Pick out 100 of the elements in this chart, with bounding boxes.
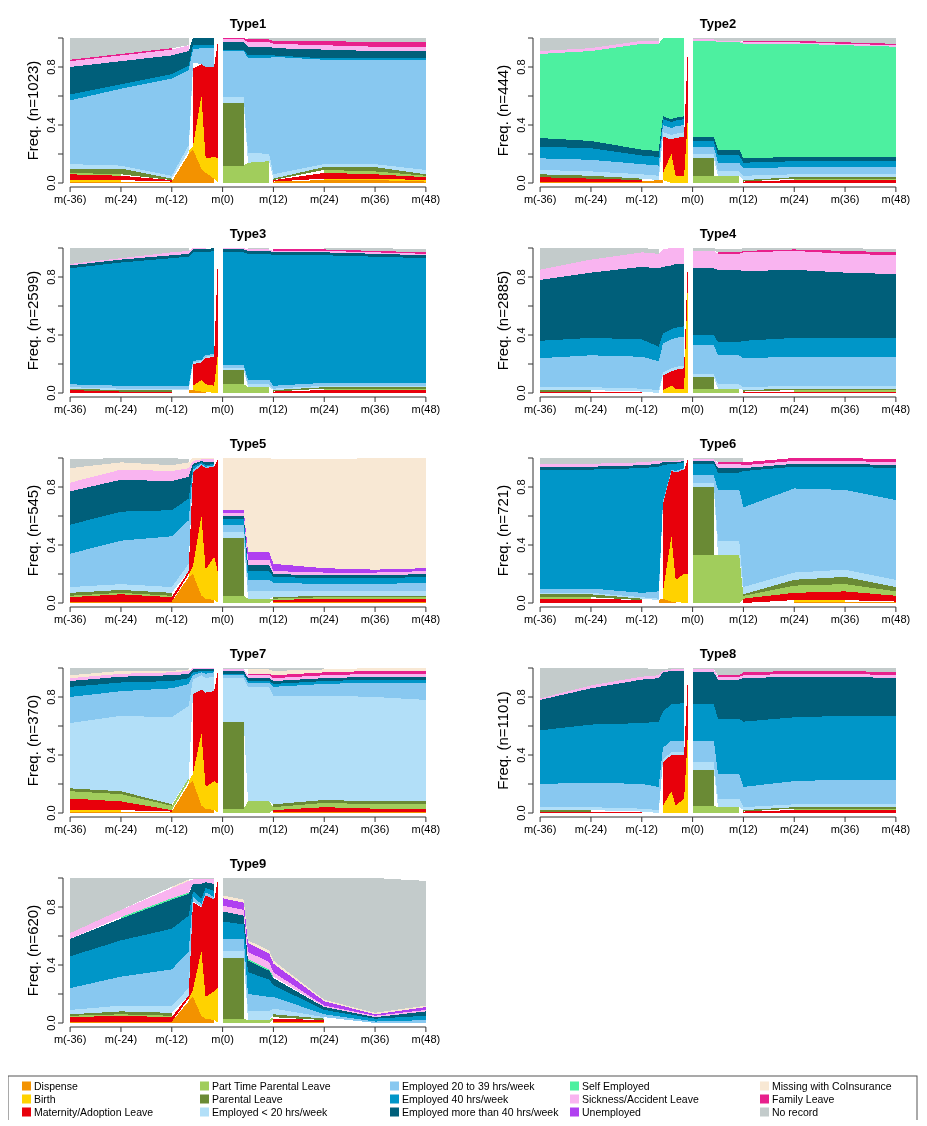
x-tick-label: m(36) (830, 823, 860, 835)
legend-label: Missing with CoInsurance (772, 1080, 892, 1092)
y-tick-label: 0.4 (515, 117, 527, 133)
x-tick-label: m(-24) (104, 1033, 138, 1045)
x-tick-label: m(12) (259, 1033, 288, 1045)
x-tick-label: m(12) (729, 403, 758, 415)
y-axis-title: Freq. (n=370) (24, 694, 41, 787)
x-tick-label: m(0) (211, 403, 234, 415)
y-axis-title: Freq. (n=545) (24, 484, 41, 577)
x-tick-label: m(12) (259, 403, 288, 415)
legend-label: Part Time Parental Leave (212, 1080, 331, 1092)
x-tick-label: m(36) (360, 1033, 390, 1045)
y-tick-label: 0.0 (515, 595, 527, 611)
chart-title: Type7 (229, 646, 267, 661)
x-tick-label: m(0) (681, 823, 704, 835)
x-tick-label: m(-36) (523, 613, 557, 625)
chart-title: Type4 (699, 226, 738, 241)
y-tick-label: 0.8 (45, 689, 57, 705)
x-tick-label: m(24) (779, 193, 809, 205)
y-tick-label: 0.0 (45, 385, 57, 401)
x-tick-label: m(-24) (574, 403, 608, 415)
x-tick-label: m(48) (411, 613, 441, 625)
x-tick-label: m(12) (729, 613, 758, 625)
x-tick-label: m(24) (309, 193, 339, 205)
x-tick-label: m(-12) (155, 1033, 188, 1045)
x-tick-label: m(-12) (625, 193, 658, 205)
x-tick-label: m(-36) (53, 1033, 87, 1045)
x-tick-label: m(-36) (53, 193, 87, 205)
legend-label: Self Employed (582, 1080, 650, 1092)
x-tick-label: m(48) (411, 193, 441, 205)
x-tick-label: m(24) (309, 403, 339, 415)
x-tick-label: m(-12) (625, 403, 658, 415)
chart-title: Type3 (229, 226, 267, 241)
x-tick-label: m(0) (211, 1033, 234, 1045)
y-tick-label: 0.8 (515, 269, 527, 285)
legend-label: Sickness/Accident Leave (582, 1093, 699, 1105)
x-tick-label: m(-12) (625, 613, 658, 625)
y-tick-label: 0.4 (515, 537, 527, 553)
x-tick-label: m(-24) (574, 193, 608, 205)
legend-label: Employed < 20 hrs/week (212, 1106, 329, 1118)
x-tick-label: m(24) (779, 823, 809, 835)
x-tick-label: m(24) (309, 613, 339, 625)
y-tick-label: 0.8 (45, 59, 57, 75)
y-tick-label: 0.4 (45, 327, 57, 343)
y-axis-title: Freq. (n=444) (494, 64, 511, 157)
chart-title: Type2 (699, 16, 737, 31)
x-tick-label: m(36) (830, 193, 860, 205)
chart-title: Type5 (229, 436, 267, 451)
x-tick-label: m(-36) (53, 403, 87, 415)
y-tick-label: 0.4 (45, 957, 57, 973)
x-tick-label: m(0) (211, 613, 234, 625)
y-axis-title: Freq. (n=2885) (494, 270, 511, 371)
x-tick-label: m(36) (360, 193, 390, 205)
x-tick-label: m(48) (881, 193, 911, 205)
y-tick-label: 0.0 (45, 595, 57, 611)
x-tick-label: m(-12) (155, 193, 188, 205)
y-tick-label: 0.8 (45, 479, 57, 495)
x-tick-label: m(48) (411, 823, 441, 835)
y-tick-label: 0.0 (45, 175, 57, 191)
legend-label: Maternity/Adoption Leave (34, 1106, 154, 1118)
x-tick-label: m(24) (779, 613, 809, 625)
x-tick-label: m(-12) (155, 403, 188, 415)
x-tick-label: m(36) (360, 613, 390, 625)
y-tick-label: 0.4 (45, 537, 57, 553)
x-tick-label: m(12) (259, 613, 288, 625)
y-tick-label: 0.8 (45, 269, 57, 285)
y-tick-label: 0.0 (45, 1015, 57, 1031)
chart-title: Type1 (229, 16, 267, 31)
x-tick-label: m(48) (411, 1033, 441, 1045)
legend-label: Employed 40 hrs/week (402, 1093, 509, 1105)
legend-label: Birth (34, 1093, 56, 1105)
x-tick-label: m(-24) (104, 193, 138, 205)
y-axis-title: Freq. (n=1023) (24, 60, 41, 161)
x-tick-label: m(36) (830, 403, 860, 415)
y-tick-label: 0.8 (515, 479, 527, 495)
x-tick-label: m(24) (309, 1033, 339, 1045)
x-tick-label: m(12) (259, 193, 288, 205)
x-tick-label: m(-24) (104, 613, 138, 625)
x-tick-label: m(36) (360, 823, 390, 835)
y-tick-label: 0.0 (515, 805, 527, 821)
x-tick-label: m(-24) (574, 613, 608, 625)
chart-title: Type6 (699, 436, 737, 451)
x-tick-label: m(36) (360, 403, 390, 415)
y-axis-title: Freq. (n=620) (24, 904, 41, 997)
x-tick-label: m(-12) (155, 613, 188, 625)
legend-label: Employed more than 40 hrs/week (402, 1106, 560, 1118)
x-tick-label: m(-24) (574, 823, 608, 835)
y-tick-label: 0.8 (45, 899, 57, 915)
x-tick-label: m(-24) (104, 403, 138, 415)
x-tick-label: m(-36) (523, 823, 557, 835)
y-tick-label: 0.0 (515, 385, 527, 401)
x-tick-label: m(-36) (523, 403, 557, 415)
x-tick-label: m(0) (681, 613, 704, 625)
legend-label: Parental Leave (212, 1093, 283, 1105)
x-tick-label: m(12) (729, 823, 758, 835)
x-tick-label: m(-24) (104, 823, 138, 835)
y-tick-label: 0.4 (45, 747, 57, 763)
x-tick-label: m(0) (681, 403, 704, 415)
legend-label: Dispense (34, 1080, 78, 1092)
chart-title: Type8 (699, 646, 737, 661)
